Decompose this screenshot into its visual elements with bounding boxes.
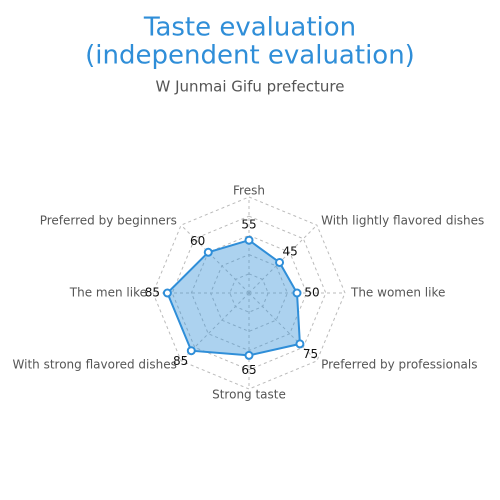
- grid-ring: [152, 196, 346, 390]
- value-label: 75: [303, 347, 318, 361]
- value-label: 85: [145, 286, 160, 300]
- value-label: 60: [190, 234, 205, 248]
- category-label: The men like: [69, 286, 147, 300]
- data-point: [186, 346, 196, 356]
- data-point: [244, 235, 254, 245]
- data-point: [203, 247, 213, 257]
- category-label: With strong flavored dishes: [13, 358, 177, 372]
- grid-spoke: [180, 224, 250, 294]
- data-point: [292, 288, 302, 298]
- grid-ring: [190, 234, 308, 352]
- value-label: 50: [304, 286, 319, 300]
- chart-subtitle: W Junmai Gifu prefecture: [156, 78, 345, 96]
- grid-ring: [229, 273, 269, 313]
- value-label: 85: [173, 354, 188, 368]
- data-point: [275, 257, 285, 267]
- data-point: [295, 339, 305, 349]
- data-point: [162, 288, 172, 298]
- category-label: Strong taste: [212, 388, 286, 402]
- grid-spoke: [248, 292, 318, 362]
- value-label: 65: [241, 363, 256, 377]
- category-label: The women like: [350, 286, 445, 300]
- grid-ring: [171, 215, 327, 371]
- data-point: [244, 350, 254, 360]
- category-label: Fresh: [233, 184, 265, 198]
- category-label: Preferred by professionals: [321, 358, 477, 372]
- chart-title: Taste evaluation: [143, 13, 356, 43]
- grid-spoke: [248, 224, 318, 294]
- value-label: 45: [283, 244, 298, 258]
- chart-title: (independent evaluation): [85, 41, 415, 71]
- value-label: 55: [241, 218, 256, 232]
- category-label: Preferred by beginners: [40, 213, 177, 227]
- category-label: With lightly flavored dishes: [321, 213, 484, 227]
